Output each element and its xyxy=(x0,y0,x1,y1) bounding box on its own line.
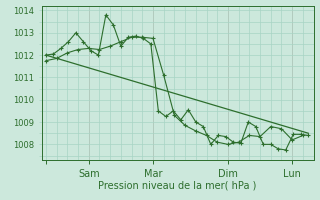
X-axis label: Pression niveau de la mer( hPa ): Pression niveau de la mer( hPa ) xyxy=(99,180,257,190)
